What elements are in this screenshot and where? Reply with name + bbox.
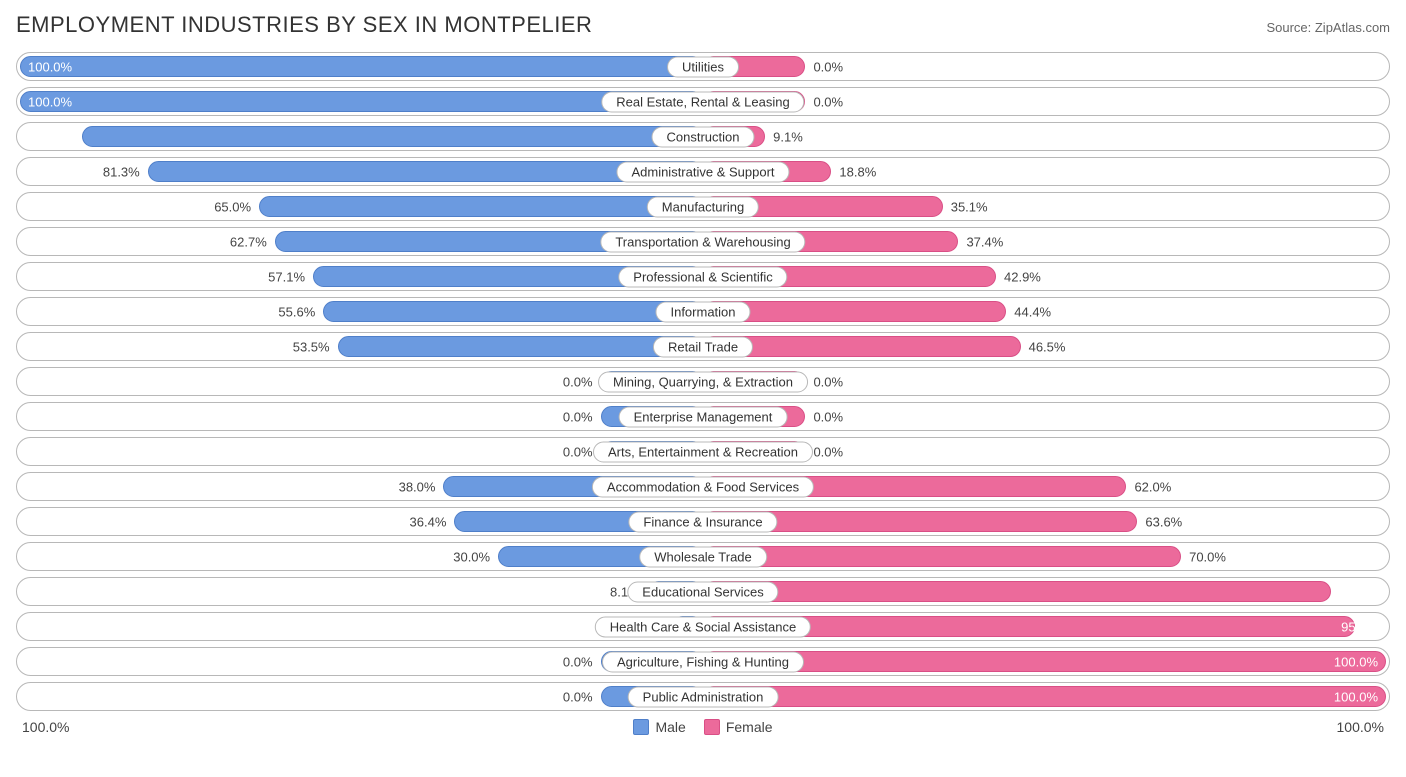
chart-row: 62.7% 37.4% Transportation & Warehousing: [16, 227, 1390, 256]
chart-body: 100.0% 0.0% Utilities 100.0% 0.0% Real Estate…: [16, 52, 1390, 711]
legend-swatch-male: [633, 719, 649, 735]
male-pct-label: 53.5%: [293, 339, 330, 354]
chart-row: 100.0% 0.0% Real Estate, Rental & Leasing: [16, 87, 1390, 116]
category-label: Construction: [652, 126, 755, 147]
category-label: Transportation & Warehousing: [600, 231, 805, 252]
category-label: Finance & Insurance: [628, 511, 777, 532]
chart-row: 4.5%95.5%Health Care & Social Assistance: [16, 612, 1390, 641]
female-pct-label: 0.0%: [813, 374, 843, 389]
female-pct-label: 70.0%: [1189, 549, 1226, 564]
chart-row: 100.0% 0.0% Utilities: [16, 52, 1390, 81]
category-label: Professional & Scientific: [618, 266, 787, 287]
chart-row: 81.3% 18.8% Administrative & Support: [16, 157, 1390, 186]
category-label: Retail Trade: [653, 336, 753, 357]
male-bar: [323, 301, 703, 322]
chart-row: 0.0% 0.0%Arts, Entertainment & Recreation: [16, 437, 1390, 466]
female-bar: [703, 546, 1181, 567]
male-pct-label: 0.0%: [563, 409, 593, 424]
male-pct-label: 57.1%: [268, 269, 305, 284]
female-pct-label: 63.6%: [1145, 514, 1182, 529]
category-label: Arts, Entertainment & Recreation: [593, 441, 813, 462]
legend-item-female: Female: [704, 719, 773, 735]
legend-label-female: Female: [726, 719, 773, 735]
male-pct-label: 100.0%: [28, 94, 72, 109]
chart-row: 0.0% 100.0% Agriculture, Fishing & Hunting: [16, 647, 1390, 676]
male-bar: [82, 126, 703, 147]
male-pct-label: 30.0%: [453, 549, 490, 564]
chart-row: 0.0% 0.0% Mining, Quarrying, & Extraction: [16, 367, 1390, 396]
chart-row: 30.0% 70.0% Wholesale Trade: [16, 542, 1390, 571]
chart-row: 0.0% 100.0% Public Administration: [16, 682, 1390, 711]
female-bar: [703, 651, 1386, 672]
female-pct-label: 37.4%: [966, 234, 1003, 249]
male-pct-label: 62.7%: [230, 234, 267, 249]
female-pct-label: 44.4%: [1014, 304, 1051, 319]
chart-row: 36.4% 63.6% Finance & Insurance: [16, 507, 1390, 536]
female-pct-label: 100.0%: [1334, 689, 1378, 704]
category-label: Utilities: [667, 56, 739, 77]
category-label: Information: [655, 301, 750, 322]
chart-row: 8.1%91.9%Educational Services: [16, 577, 1390, 606]
axis-left-label: 100.0%: [16, 719, 69, 735]
male-pct-label: 0.0%: [563, 374, 593, 389]
category-label: Mining, Quarrying, & Extraction: [598, 371, 808, 392]
chart-footer: 100.0% Male Female 100.0%: [16, 719, 1390, 735]
female-pct-label: 91.9%: [1341, 584, 1378, 599]
category-label: Wholesale Trade: [639, 546, 767, 567]
category-label: Enterprise Management: [619, 406, 788, 427]
chart-row: 65.0% 35.1% Manufacturing: [16, 192, 1390, 221]
female-pct-label: 9.1%: [773, 129, 803, 144]
legend-label-male: Male: [655, 719, 685, 735]
male-pct-label: 0.0%: [563, 689, 593, 704]
chart-source: Source: ZipAtlas.com: [1266, 20, 1390, 35]
female-pct-label: 35.1%: [951, 199, 988, 214]
male-pct-label: 55.6%: [278, 304, 315, 319]
female-pct-label: 95.5%: [1341, 619, 1378, 634]
male-pct-label: 0.0%: [563, 444, 593, 459]
male-bar: [259, 196, 703, 217]
category-label: Real Estate, Rental & Leasing: [601, 91, 804, 112]
female-pct-label: 0.0%: [813, 444, 843, 459]
category-label: Manufacturing: [647, 196, 759, 217]
category-label: Accommodation & Food Services: [592, 476, 814, 497]
male-pct-label: 81.3%: [103, 164, 140, 179]
male-bar: [338, 336, 703, 357]
chart-row: 90.9% 9.1% Construction: [16, 122, 1390, 151]
female-pct-label: 62.0%: [1134, 479, 1171, 494]
female-pct-label: 100.0%: [1334, 654, 1378, 669]
legend-swatch-female: [704, 719, 720, 735]
legend-item-male: Male: [633, 719, 685, 735]
category-label: Health Care & Social Assistance: [595, 616, 811, 637]
female-pct-label: 0.0%: [813, 59, 843, 74]
legend: Male Female: [633, 719, 772, 735]
category-label: Educational Services: [627, 581, 778, 602]
male-pct-label: 38.0%: [399, 479, 436, 494]
female-pct-label: 0.0%: [813, 409, 843, 424]
chart-row: 0.0% 0.0% Enterprise Management: [16, 402, 1390, 431]
female-pct-label: 18.8%: [839, 164, 876, 179]
chart-header: EMPLOYMENT INDUSTRIES BY SEX IN MONTPELI…: [16, 12, 1390, 38]
female-bar: [703, 686, 1386, 707]
chart-title: EMPLOYMENT INDUSTRIES BY SEX IN MONTPELI…: [16, 12, 592, 38]
chart-row: 57.1% 42.9% Professional & Scientific: [16, 262, 1390, 291]
male-pct-label: 65.0%: [214, 199, 251, 214]
male-pct-label: 36.4%: [410, 514, 447, 529]
chart-row: 38.0% 62.0% Accommodation & Food Services: [16, 472, 1390, 501]
female-pct-label: 46.5%: [1029, 339, 1066, 354]
male-bar: [20, 56, 703, 77]
female-pct-label: 0.0%: [813, 94, 843, 109]
male-pct-label: 0.0%: [563, 654, 593, 669]
male-pct-label: 90.9%: [28, 129, 65, 144]
category-label: Agriculture, Fishing & Hunting: [602, 651, 804, 672]
female-bar: [703, 581, 1331, 602]
category-label: Public Administration: [628, 686, 779, 707]
axis-right-label: 100.0%: [1337, 719, 1390, 735]
chart-row: 53.5% 46.5% Retail Trade: [16, 332, 1390, 361]
male-pct-label: 100.0%: [28, 59, 72, 74]
category-label: Administrative & Support: [616, 161, 789, 182]
chart-row: 55.6% 44.4% Information: [16, 297, 1390, 326]
female-pct-label: 42.9%: [1004, 269, 1041, 284]
